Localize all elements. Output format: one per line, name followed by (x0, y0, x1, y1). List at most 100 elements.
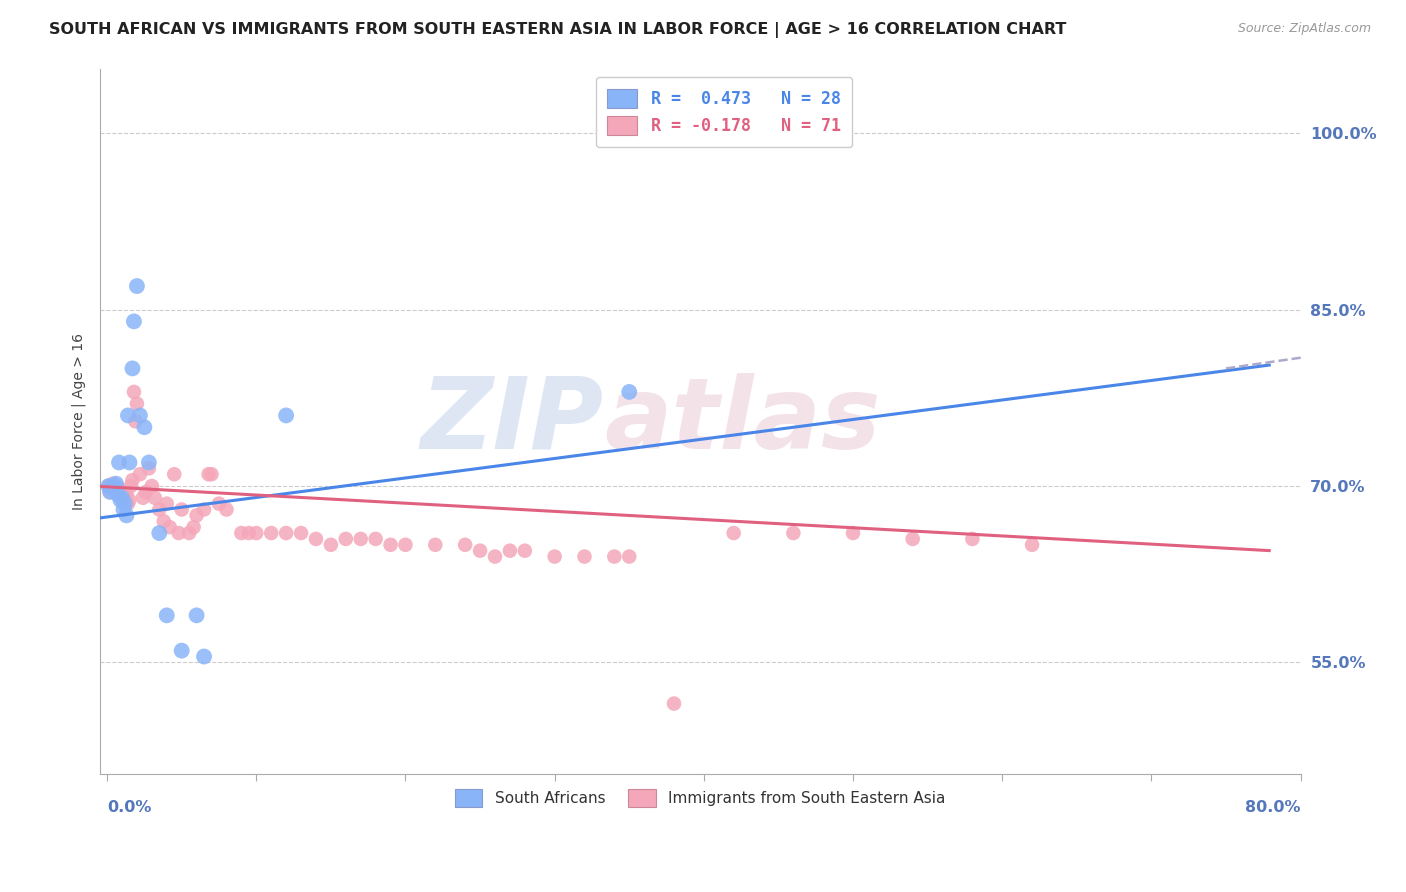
Point (97, 479, 120, 493)
Point (117, 409, 139, 423)
Point (108, 455, 131, 469)
Point (274, 526, 297, 541)
Point (108, 481, 131, 495)
Point (103, 479, 125, 493)
Point (193, 502, 215, 516)
Point (208, 497, 231, 511)
Point (962, 532, 984, 546)
Point (112, 484, 135, 499)
Point (125, 279, 148, 293)
Point (125, 397, 148, 411)
Point (274, 409, 297, 423)
Point (122, 314, 145, 328)
Point (1021, 538, 1043, 552)
Point (98, 484, 121, 499)
Point (105, 479, 128, 493)
Point (121, 361, 143, 376)
Point (499, 543, 522, 558)
Point (159, 520, 181, 534)
Point (107, 487, 129, 501)
Legend: South Africans, Immigrants from South Eastern Asia: South Africans, Immigrants from South Ea… (446, 780, 955, 816)
Point (200, 467, 222, 482)
Point (380, 538, 402, 552)
Point (394, 538, 416, 552)
Point (117, 497, 139, 511)
Point (110, 493, 132, 508)
Point (193, 649, 215, 664)
Point (100, 479, 122, 493)
Point (148, 502, 170, 516)
Point (170, 643, 193, 657)
Point (97, 479, 120, 493)
Point (118, 493, 141, 508)
Point (170, 502, 193, 516)
Point (114, 491, 136, 505)
Point (135, 484, 157, 499)
Point (319, 538, 342, 552)
Point (543, 549, 565, 564)
Text: atlas: atlas (605, 373, 880, 470)
Point (138, 455, 160, 469)
Point (245, 526, 267, 541)
Point (723, 526, 745, 541)
Point (132, 491, 155, 505)
Text: 80.0%: 80.0% (1246, 800, 1301, 815)
Point (141, 479, 163, 493)
Point (260, 526, 283, 541)
Point (156, 608, 179, 623)
Point (111, 488, 134, 502)
Point (290, 526, 312, 541)
Point (619, 549, 641, 564)
Point (662, 697, 685, 711)
Point (110, 486, 132, 500)
Point (574, 549, 596, 564)
Point (115, 487, 138, 501)
Point (231, 526, 253, 541)
Point (156, 497, 179, 511)
Text: ZIP: ZIP (420, 373, 605, 470)
Point (619, 384, 641, 399)
Point (425, 538, 447, 552)
Y-axis label: In Labor Force | Age > 16: In Labor Force | Age > 16 (72, 333, 86, 510)
Point (129, 409, 152, 423)
Point (197, 467, 219, 482)
Point (454, 538, 477, 552)
Point (305, 532, 328, 546)
Point (112, 502, 135, 516)
Point (238, 526, 260, 541)
Point (111, 491, 134, 505)
Point (152, 514, 174, 528)
Point (782, 526, 804, 541)
Point (103, 483, 125, 497)
Point (120, 479, 142, 493)
Point (118, 455, 141, 469)
Point (129, 467, 152, 482)
Point (122, 384, 145, 399)
Point (121, 473, 143, 487)
Point (215, 502, 238, 516)
Point (115, 508, 138, 523)
Point (335, 532, 357, 546)
Point (100, 481, 122, 495)
Point (179, 526, 201, 541)
Point (167, 526, 190, 541)
Point (143, 491, 166, 505)
Text: SOUTH AFRICAN VS IMMIGRANTS FROM SOUTH EASTERN ASIA IN LABOR FORCE | AGE > 16 CO: SOUTH AFRICAN VS IMMIGRANTS FROM SOUTH E… (49, 22, 1067, 38)
Point (603, 549, 626, 564)
Text: Source: ZipAtlas.com: Source: ZipAtlas.com (1237, 22, 1371, 36)
Point (901, 532, 924, 546)
Point (114, 497, 136, 511)
Point (163, 467, 186, 482)
Point (183, 520, 205, 534)
Point (107, 483, 129, 498)
Point (124, 414, 146, 428)
Point (842, 526, 865, 541)
Point (364, 532, 387, 546)
Point (148, 526, 170, 541)
Point (138, 461, 160, 475)
Point (468, 543, 491, 558)
Point (134, 420, 156, 434)
Point (101, 481, 124, 495)
Point (101, 476, 124, 491)
Point (105, 476, 128, 491)
